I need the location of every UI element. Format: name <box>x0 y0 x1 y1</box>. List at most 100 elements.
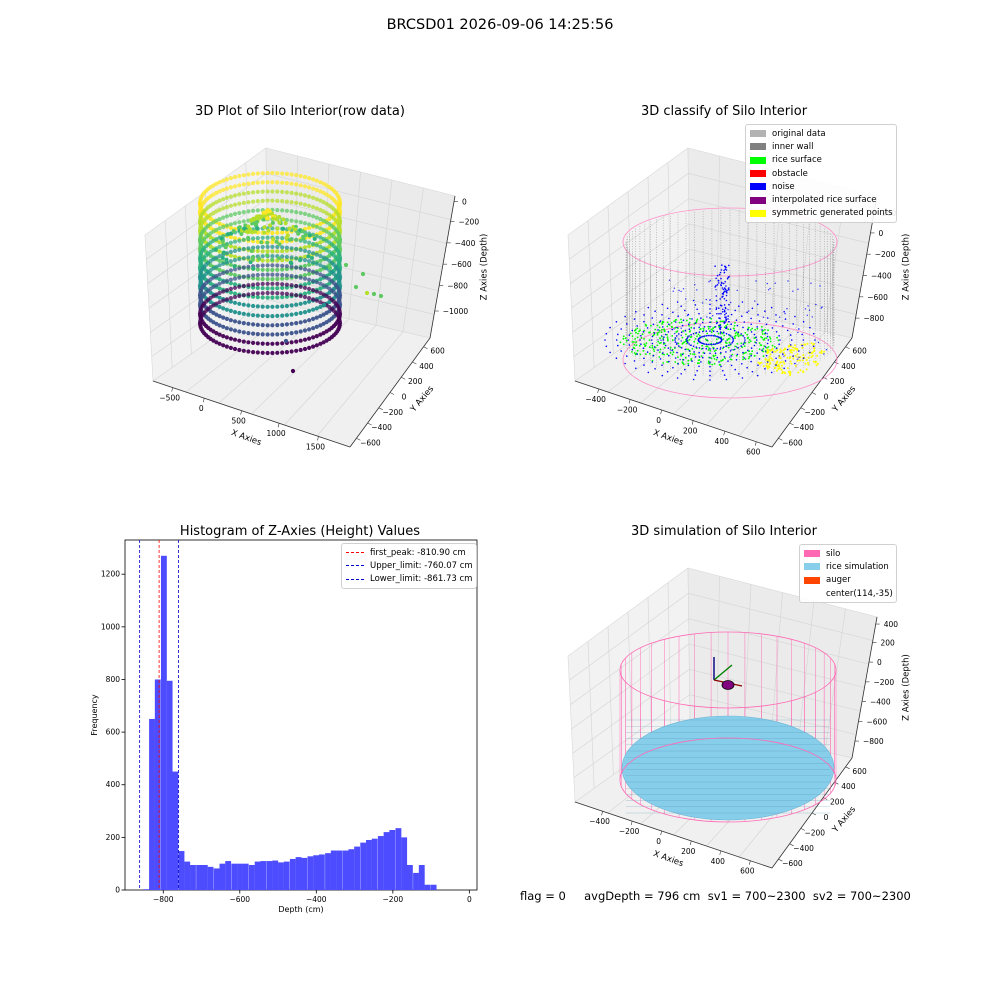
panel1-point <box>246 292 251 297</box>
panel1-point <box>217 290 222 295</box>
panel1-y-tick <box>356 438 361 441</box>
panel1-point <box>228 225 233 230</box>
panel2-noise-point <box>693 351 695 353</box>
panel1-y-tick <box>367 422 372 426</box>
panel1-point <box>255 350 260 355</box>
panel1-point <box>265 180 270 185</box>
panel2-rice-point <box>658 326 661 329</box>
panel1-point <box>321 331 326 336</box>
panel1-point <box>251 245 256 250</box>
panel2-symmetric-point <box>757 361 760 364</box>
panel1-point <box>224 269 229 274</box>
panel2-noise-point <box>728 334 730 336</box>
panel2-rice-point <box>631 335 634 337</box>
panel1-point <box>228 345 233 350</box>
panel1-point <box>298 247 303 252</box>
panel2-rice-point <box>638 330 640 333</box>
panel1-point <box>289 209 294 214</box>
panel1-point <box>378 293 384 299</box>
panel2-rice-point <box>671 353 674 356</box>
panel1-x-tick-label: 1500 <box>306 442 325 451</box>
panel1-point <box>253 229 258 234</box>
panel1-point <box>217 272 222 277</box>
panel2-noise-point <box>743 341 746 343</box>
panel2-noise-point <box>668 354 670 357</box>
panel2-symmetric-point <box>762 365 765 368</box>
panel1-point <box>321 312 326 317</box>
panel2-noise-point <box>775 364 777 366</box>
panel4-center-axis-y <box>713 664 733 681</box>
panel2-noise-point <box>764 310 766 313</box>
panel2-noise-point <box>724 288 727 291</box>
panel2-noise-point <box>661 364 663 367</box>
panel1-point <box>314 270 319 276</box>
panel1-point <box>232 291 238 296</box>
panel2-noise-point <box>684 348 687 351</box>
legend-label: Lower_limit: -861.73 cm <box>370 574 473 585</box>
panel2-symmetric-point <box>780 368 783 371</box>
panel2-rice-point <box>697 333 700 336</box>
panel2-symmetric-point <box>792 357 795 360</box>
panel1-point <box>302 248 308 253</box>
panel2-rice-point <box>663 329 666 332</box>
panel2-noise-point <box>725 319 727 322</box>
panel1-point <box>307 240 312 245</box>
panel1-point <box>311 288 316 293</box>
panel2-noise-point <box>668 323 670 326</box>
panel2-noise-point <box>620 350 622 352</box>
panel1-point <box>275 291 280 296</box>
panel3-bar <box>190 865 196 890</box>
panel2-rice-point <box>682 363 685 366</box>
panel1-z-axis-line <box>429 195 456 339</box>
panel1-point <box>251 350 256 355</box>
panel1-point <box>270 341 275 346</box>
panel2-points <box>604 207 838 399</box>
panel2-noise-point <box>756 303 759 306</box>
panel2-rice-point <box>728 341 731 344</box>
panel2-noise-point <box>692 299 695 302</box>
panel1-point <box>228 277 233 282</box>
panel1-point <box>224 257 229 262</box>
panel1-point <box>275 263 280 268</box>
panel2-symmetric-point <box>804 343 807 346</box>
panel1-point <box>237 201 242 206</box>
panel1-point <box>289 321 294 326</box>
panel3-bar <box>325 853 331 890</box>
panel1-point <box>298 220 303 225</box>
panel1-x-tick <box>317 436 319 441</box>
panel2-symmetric-point <box>768 355 771 358</box>
panel1-point <box>321 321 326 326</box>
panel2-noise-point <box>730 364 733 367</box>
legend-label: first_peak: -810.90 cm <box>370 547 466 558</box>
panel2-symmetric-point <box>782 360 785 363</box>
panel4-z-tick-label: −600 <box>867 717 888 726</box>
panel2-noise-point <box>718 361 720 363</box>
panel1-point <box>237 338 242 343</box>
panel2-rice-point <box>639 329 641 332</box>
panel1-point <box>270 170 275 176</box>
panel1-point <box>217 295 222 300</box>
panel2-noise-point <box>696 289 698 291</box>
panel2-noise-point <box>677 315 679 318</box>
panel1-point <box>246 331 251 336</box>
panel2-noise-point <box>709 321 711 324</box>
panel2-noise-point <box>679 358 681 361</box>
panel2-rice-point <box>710 357 713 360</box>
panel1-point <box>337 318 342 323</box>
panel2-noise-point <box>727 360 729 362</box>
panel2-rice-point <box>681 336 684 339</box>
panel1-point <box>318 180 323 185</box>
panel1-point <box>265 341 270 346</box>
panel2-noise-point <box>660 339 662 341</box>
panel1-point <box>265 244 270 249</box>
panel1-point <box>311 205 316 210</box>
panel2-noise-point <box>676 342 678 344</box>
panel1-point <box>307 185 312 190</box>
panel2-symmetric-point <box>788 357 791 360</box>
panel1-point <box>221 261 226 266</box>
panel1-point <box>270 263 275 268</box>
legend-swatch <box>804 576 820 584</box>
panel2-noise-point <box>727 318 729 320</box>
legend-label: rice surface <box>772 155 822 166</box>
